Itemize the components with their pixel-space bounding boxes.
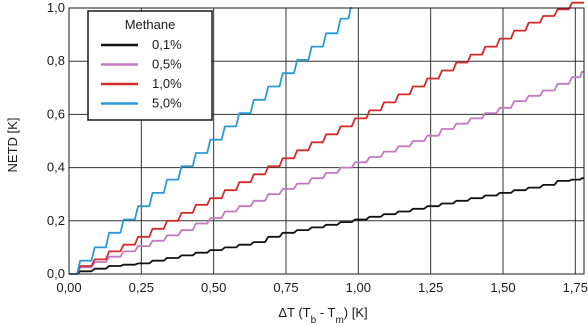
y-axis-title: NETD [K] bbox=[5, 118, 20, 173]
y-tick-label: 1,0 bbox=[47, 0, 65, 15]
plot-frame bbox=[68, 7, 585, 275]
series-layer bbox=[69, 1, 584, 275]
x-tick-label: 0,75 bbox=[273, 280, 298, 295]
y-tick-label: 0,4 bbox=[47, 160, 65, 175]
series-line-0 bbox=[69, 177, 584, 275]
x-axis-title: ΔT (Tb - Tm) [K] bbox=[278, 305, 367, 326]
legend-label-1: 0,5% bbox=[152, 57, 182, 72]
x-tick-label: 0,00 bbox=[56, 280, 81, 295]
legend-entries: 0,1% 0,5% 1,0% 5,0% bbox=[101, 37, 182, 111]
x-tick-label: 1,75 bbox=[563, 280, 588, 295]
series-line-2 bbox=[69, 1, 584, 275]
series-line-1 bbox=[69, 70, 584, 275]
legend-label-3: 5,0% bbox=[152, 96, 182, 111]
y-tick-labels: 0,0 0,2 0,4 0,6 0,8 1,0 bbox=[47, 0, 65, 281]
legend: Methane 0,1% 0,5% 1,0% 5,0% bbox=[87, 10, 213, 121]
y-tick-label: 0,0 bbox=[47, 266, 65, 281]
y-tick-label: 0,8 bbox=[47, 53, 65, 68]
x-tick-label: 0,25 bbox=[129, 280, 154, 295]
x-tick-label: 0,50 bbox=[201, 280, 226, 295]
legend-title: Methane bbox=[125, 17, 176, 32]
x-tick-label: 1,00 bbox=[346, 280, 371, 295]
x-tick-label: 1,50 bbox=[490, 280, 515, 295]
legend-label-2: 1,0% bbox=[152, 76, 182, 91]
y-tick-label: 0,2 bbox=[47, 213, 65, 228]
y-tick-label: 0,6 bbox=[47, 106, 65, 121]
legend-label-0: 0,1% bbox=[152, 37, 182, 52]
x-tick-label: 1,25 bbox=[418, 280, 443, 295]
x-tick-labels: 0,00 0,25 0,50 0,75 1,00 1,25 1,50 1,75 bbox=[56, 280, 588, 295]
series-line-3 bbox=[69, 7, 353, 275]
